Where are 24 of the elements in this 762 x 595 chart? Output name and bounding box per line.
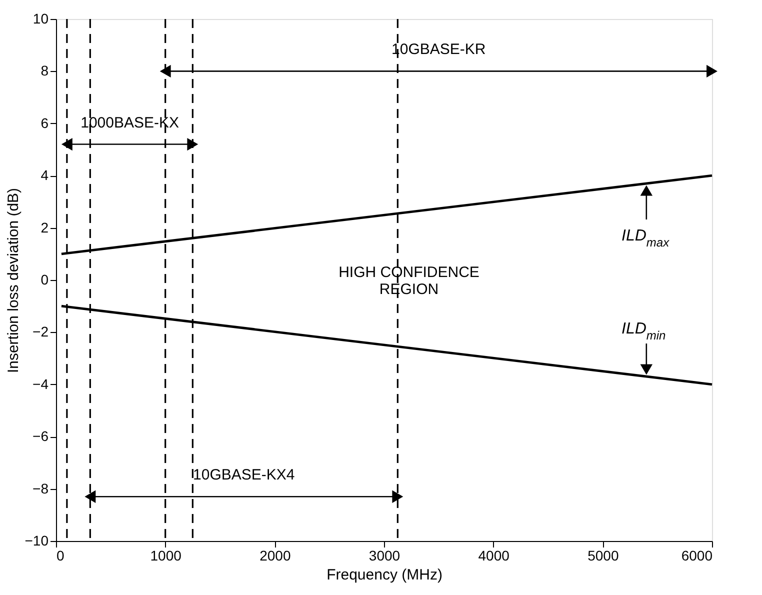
y-tick-label: −6 [32, 428, 49, 444]
x-tick-label: 6000 [681, 548, 713, 564]
y-tick-label: 8 [40, 62, 49, 79]
y-tick-label: 6 [40, 114, 49, 131]
y-tick-label: 0 [40, 272, 49, 288]
y-tick-label: −4 [32, 376, 49, 392]
y-axis-title: Insertion loss deviation (dB) [4, 188, 22, 374]
x-tick-label: 3000 [368, 548, 400, 564]
y-tick-label: 4 [40, 167, 49, 184]
series-label: 10GBASE-KX4 [193, 466, 295, 484]
y-tick-label: 10 [32, 10, 49, 26]
legend-label: 1000BASE-KX [80, 114, 180, 132]
x-tick-label: 4000 [478, 548, 510, 564]
y-tick-label: 2 [40, 219, 49, 236]
x-tick-label: 1000 [150, 548, 182, 564]
annotation: HIGH CONFIDENCE REGION [338, 264, 480, 298]
x-tick-label: 2000 [260, 548, 291, 564]
x-axis-title: Frequency (MHz) [326, 566, 442, 584]
x-tick-label: 5000 [588, 548, 619, 564]
y-tick-label: −8 [32, 480, 49, 496]
y-tick-label: −10 [24, 532, 49, 548]
series-label: 10GBASE-KR [392, 41, 486, 58]
x-tick-label: 0 [56, 548, 64, 564]
y-tick-label: −2 [32, 324, 49, 340]
